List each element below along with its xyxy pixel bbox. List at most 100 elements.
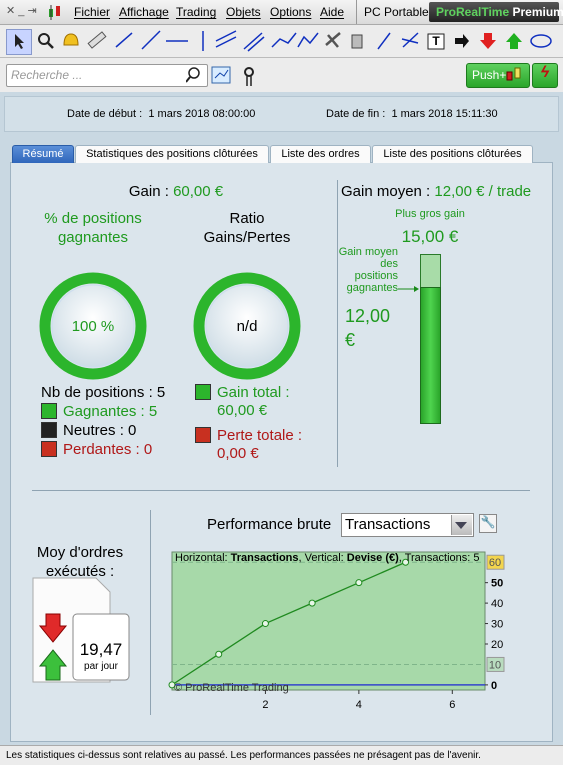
buy-icon[interactable] <box>506 33 522 49</box>
menu-item[interactable]: Fichier <box>74 5 111 19</box>
plot-area <box>171 551 486 691</box>
y-tick-label: 50 <box>491 578 503 590</box>
gain-total: 60,00 € <box>217 402 268 419</box>
push-button[interactable] <box>466 63 530 88</box>
sell-icon[interactable] <box>480 33 496 49</box>
header-part: , Transactions: 5 <box>399 552 480 564</box>
menu-item[interactable]: PC Portable <box>364 5 429 19</box>
separator <box>337 180 338 467</box>
end-date: Date de fin : 1 mars 2018 15:11:30 <box>326 108 498 120</box>
toolbar-icons: T <box>15 30 552 52</box>
plus-gros-label: Plus gros gain <box>395 208 465 220</box>
window-controls[interactable]: ✕ _ ⇥ <box>6 5 37 17</box>
y-tick-label: 40 <box>491 598 503 610</box>
end-value: 1 mars 2018 15:11:30 <box>391 108 498 120</box>
y-tick-label: 30 <box>491 618 503 630</box>
tab[interactable]: Résumé <box>12 145 74 163</box>
tab[interactable]: Liste des positions clôturées <box>372 145 533 163</box>
neutral-swatch <box>41 422 57 438</box>
x-tick-label: 4 <box>356 699 362 711</box>
ratio-title: Ratio Gains/Pertes <box>203 210 291 246</box>
flash-button[interactable]: ϟ <box>532 63 558 88</box>
perte-totale: 0,00 € <box>217 445 259 462</box>
app-icon <box>49 5 60 20</box>
start-label: Date de début : <box>67 108 143 120</box>
moy-unit: par jour <box>84 661 118 672</box>
moy-label: Moy d'ordres exécutés : <box>36 544 124 580</box>
separator <box>150 510 151 715</box>
tab[interactable]: Statistiques des positions clôturées <box>75 145 269 163</box>
header-part: , Vertical: <box>299 552 347 564</box>
menu-item[interactable]: Options <box>270 5 312 19</box>
ratio-inner <box>205 284 289 368</box>
gain-moyen-pos-label: Gain moyen des positions gagnantes <box>338 246 398 294</box>
performance-label: Performance brute <box>207 516 332 533</box>
text-icon-glyph: T <box>432 34 440 48</box>
nb-positions: Nb de positions : 5 <box>41 384 166 401</box>
tools-icon[interactable] <box>325 32 341 48</box>
chart-header: Horizontal: Transactions, Vertical: Devi… <box>175 552 480 564</box>
plus-gros-value: 15,00 € <box>401 227 459 246</box>
alert-icon[interactable] <box>63 33 79 46</box>
cursor-icon[interactable] <box>15 34 24 49</box>
perte-totale-label: Perte totale : <box>217 427 303 444</box>
win-swatch <box>41 403 57 419</box>
menu-item[interactable]: Aide <box>320 5 345 19</box>
pointer-arrow <box>398 286 419 292</box>
brand: ProRealTime Premium <box>436 5 563 19</box>
ruler-icon[interactable] <box>87 31 107 49</box>
arrow-icon[interactable] <box>455 34 469 48</box>
ratio-value: n/d <box>236 318 258 335</box>
perdantes: Perdantes : 0 <box>63 441 153 458</box>
menu-item[interactable]: Affichage <box>119 5 169 19</box>
gain-moyen-value: 12,00 € / trade <box>434 183 532 200</box>
date-bar <box>4 96 559 132</box>
neutres: Neutres : 0 <box>63 422 137 439</box>
marker-box <box>486 554 505 570</box>
brand-box <box>429 2 559 22</box>
search-tools[interactable] <box>211 64 263 88</box>
start-value: 1 mars 2018 08:00:00 <box>148 108 256 120</box>
x-tick-label: 6 <box>449 699 455 711</box>
marker-box <box>486 656 505 672</box>
point <box>261 620 269 628</box>
menu-item[interactable]: Trading <box>176 5 217 19</box>
ratio-ring <box>193 272 301 380</box>
gain-total-label: Gain total : <box>217 384 290 401</box>
point <box>355 579 363 587</box>
search-icon[interactable] <box>186 66 204 84</box>
gain-moyen-label: Gain moyen : <box>341 183 431 200</box>
gain: Gain : 60,00 € <box>40 183 312 200</box>
loss-swatch <box>41 441 57 457</box>
delete-icon[interactable] <box>351 34 363 49</box>
menu-item[interactable]: Objets <box>226 5 261 19</box>
pct-title: % de positions gagnantes <box>44 210 142 246</box>
loss-total-swatch <box>195 427 211 443</box>
marker-label: 60 <box>489 557 501 569</box>
start-date: Date de début : 1 mars 2018 08:00:00 <box>67 108 255 120</box>
tab[interactable]: Liste des ordres <box>270 145 371 163</box>
brand-edition: Premium <box>512 5 563 19</box>
zoom-icon[interactable] <box>38 33 50 45</box>
moy-value: 19,47 <box>79 640 123 659</box>
push-icon <box>506 67 521 81</box>
status-bar <box>0 745 563 765</box>
bar-max <box>420 254 441 289</box>
text-icon[interactable] <box>427 33 445 50</box>
gain-label: Gain : <box>128 183 169 200</box>
line <box>171 561 406 686</box>
point <box>168 681 176 689</box>
pct-inner <box>51 284 135 368</box>
drawing-tools[interactable] <box>115 30 552 52</box>
watermark: © ProRealTime Trading <box>174 682 289 694</box>
separator <box>32 490 530 491</box>
push-label: Push+ <box>472 68 507 82</box>
search-box[interactable] <box>6 64 208 87</box>
orders-icon <box>32 577 130 683</box>
performance-chart: 60 10 0 20 30 40 50 2 4 6 Horizontal: Transactions… <box>168 551 505 711</box>
settings-button[interactable]: 🔧 <box>479 514 497 533</box>
gauges <box>39 272 301 380</box>
search-placeholder: Recherche ... <box>11 68 83 82</box>
end-label: Date de fin : <box>326 108 386 120</box>
